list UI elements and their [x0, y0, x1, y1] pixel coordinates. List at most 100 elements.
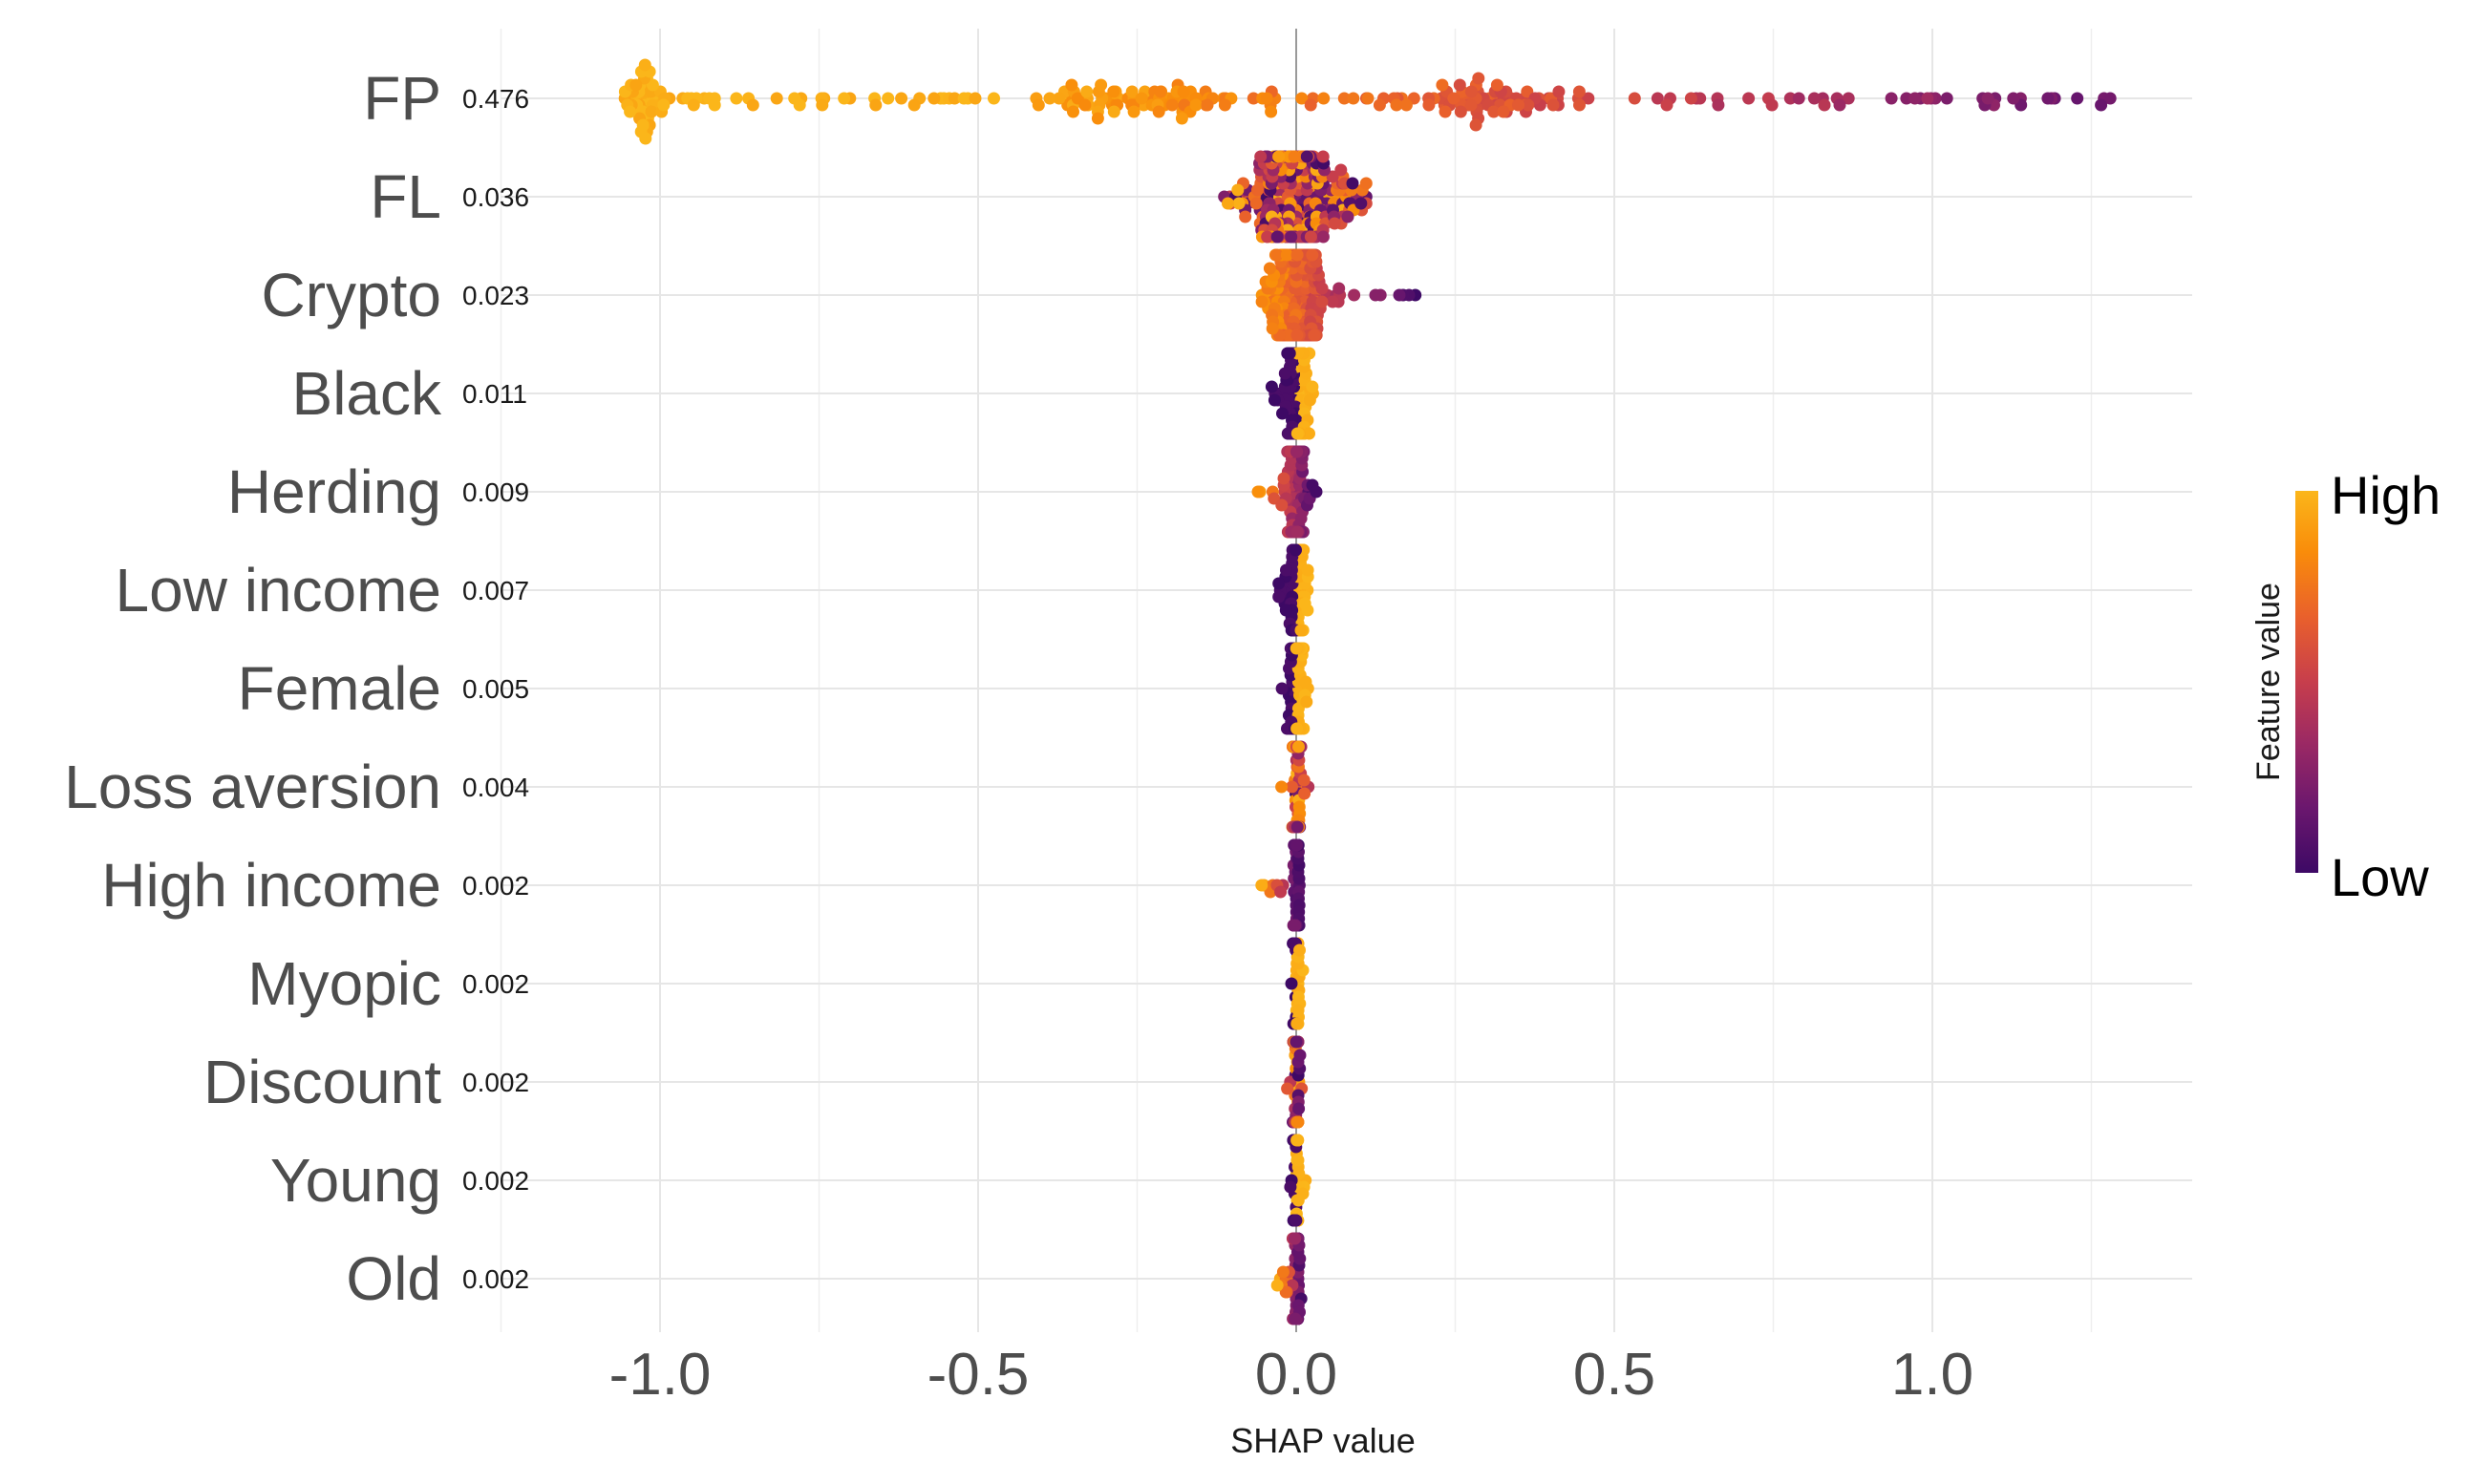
shap-point	[1326, 170, 1339, 183]
shap-point	[1552, 85, 1566, 98]
shap-point	[1218, 98, 1231, 112]
shap-point	[1422, 98, 1436, 112]
shap-point	[1308, 329, 1321, 342]
shap-point	[1281, 427, 1294, 440]
shap-point	[1294, 624, 1308, 637]
shap-point	[1095, 78, 1108, 92]
x-tick-label: 1.0	[1891, 1342, 1973, 1408]
shap-point	[788, 92, 801, 105]
shap-point	[1436, 78, 1449, 92]
shap-point	[1274, 885, 1288, 899]
shap-point	[1310, 485, 1323, 498]
shap-point	[1177, 85, 1190, 98]
shap-point	[948, 92, 961, 105]
shap-point	[1265, 105, 1278, 118]
shap-point	[1125, 85, 1139, 98]
shap-point	[1301, 604, 1314, 617]
shap-point	[1152, 105, 1165, 118]
shap-point	[1293, 943, 1306, 957]
shap-point	[1306, 248, 1319, 262]
legend: High Low Feature value	[2250, 465, 2441, 907]
shap-point	[1279, 604, 1292, 617]
legend-high-label: High	[2331, 465, 2441, 525]
shap-point	[988, 92, 1000, 105]
shap-point	[1288, 150, 1301, 163]
shap-point	[1921, 92, 1934, 105]
feature-importance-label: 0.476	[462, 84, 529, 114]
feature-label: Young	[270, 1146, 441, 1215]
shap-point	[1276, 1265, 1290, 1279]
shap-point	[2007, 92, 2020, 105]
shap-point	[1291, 1154, 1305, 1167]
shap-point	[1303, 393, 1316, 407]
shap-point	[1290, 445, 1303, 458]
shap-point	[629, 78, 643, 92]
shap-point	[1281, 1082, 1294, 1095]
shap-point	[1390, 98, 1403, 112]
shap-point	[1497, 105, 1510, 118]
shap-point	[1272, 150, 1286, 163]
shap-point	[2095, 98, 2108, 112]
shap-point	[1354, 197, 1368, 210]
shap-point	[1490, 78, 1503, 92]
shap-point	[1295, 92, 1309, 105]
shap-point	[1201, 98, 1214, 112]
shap-point	[1289, 919, 1302, 932]
shap-point	[1712, 98, 1725, 112]
shap-point	[1573, 98, 1586, 112]
shap-point	[1091, 112, 1104, 125]
shap-point	[1765, 98, 1779, 112]
shap-point	[1290, 642, 1303, 655]
shap-point	[1546, 98, 1560, 112]
shap-point	[1290, 525, 1304, 539]
shap-point	[1065, 78, 1078, 92]
shap-point	[1283, 347, 1296, 360]
shap-point	[1464, 98, 1478, 112]
feature-label: Loss aversion	[64, 753, 441, 821]
shap-point	[1175, 112, 1188, 125]
shap-point	[1660, 98, 1674, 112]
shap-point	[624, 105, 637, 118]
shap-point	[907, 98, 921, 112]
shap-point	[1275, 682, 1289, 695]
legend-colorbar	[2295, 491, 2318, 873]
shap-point	[1439, 105, 1452, 118]
shap-point	[1301, 563, 1314, 577]
shap-point	[1346, 177, 1359, 190]
shap-point	[1742, 92, 1756, 105]
shap-point	[1249, 197, 1263, 210]
shap-point	[1885, 92, 1898, 105]
shap-point	[1154, 85, 1167, 98]
shap-point	[1032, 98, 1045, 112]
feature-importance-label: 0.005	[462, 674, 529, 704]
shap-point	[1080, 85, 1094, 98]
shap-point	[1572, 85, 1586, 98]
shap-point	[1341, 210, 1354, 223]
shap-point	[1290, 722, 1304, 735]
shap-point	[1291, 1194, 1305, 1207]
feature-label: Herding	[227, 457, 441, 526]
shap-point	[1332, 282, 1346, 295]
shap-point	[1266, 322, 1279, 335]
shap-point	[1299, 675, 1312, 689]
shap-point	[1231, 183, 1245, 197]
feature-importance-label: 0.002	[462, 1068, 529, 1097]
shap-point	[1522, 98, 1535, 112]
shap-point	[1464, 85, 1478, 98]
shap-point	[816, 98, 829, 112]
shap-point	[1684, 92, 1697, 105]
feature-label: Crypto	[262, 261, 442, 329]
shap-point	[1292, 1102, 1306, 1115]
shap-point	[1842, 92, 1855, 105]
shap-point	[746, 98, 759, 112]
shap-point	[1292, 740, 1305, 753]
shap-point	[2071, 92, 2084, 105]
feature-importance-label: 0.002	[462, 871, 529, 901]
x-axis: SHAP value -1.0 -0.5 0.0 0.5 1.0	[609, 1342, 1974, 1460]
shap-point	[1247, 92, 1260, 105]
x-tick-label: -1.0	[609, 1342, 712, 1408]
shap-point	[1908, 92, 1922, 105]
shap-point	[1783, 92, 1797, 105]
shap-point	[1053, 92, 1066, 105]
